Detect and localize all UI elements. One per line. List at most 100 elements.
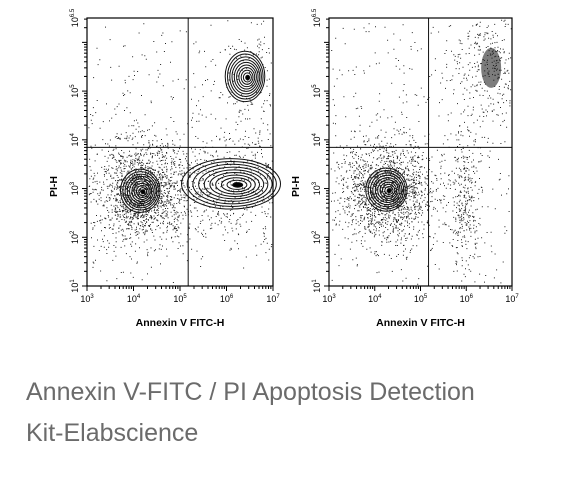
x-tick-exponent: 3 <box>332 294 336 300</box>
contour-line <box>242 72 252 83</box>
x-tick-label: 107 <box>266 294 280 304</box>
contour-line <box>129 178 154 205</box>
contour-line <box>140 189 146 195</box>
contour-line <box>138 187 148 197</box>
y-tick-label: 103 <box>70 181 80 195</box>
y-tick-label: 102 <box>312 230 322 244</box>
contour-line <box>122 171 159 211</box>
y-ticks: 101 102 103 104 105 106.5 <box>312 8 329 293</box>
x-tick-label: 106 <box>460 294 474 304</box>
x-tick-label: 105 <box>414 294 428 304</box>
y-tick-exponent: 4 <box>312 132 318 136</box>
x-tick-label: 103 <box>322 294 336 304</box>
contour-line <box>384 185 394 195</box>
contour-line <box>386 188 392 194</box>
y-tick-exponent: 1 <box>312 279 318 283</box>
x-tick-exponent: 7 <box>515 294 519 300</box>
x-axis-label: Annexin V FITC-H <box>136 317 225 329</box>
caption-line-1: Annexin V-FITC / PI Apoptosis Detection <box>26 378 475 406</box>
contour-line <box>245 74 251 81</box>
y-tick-exponent: 2 <box>70 230 76 234</box>
contour-line <box>229 56 262 97</box>
contour-population-1 <box>181 158 282 210</box>
x-tick-label: 103 <box>80 294 94 304</box>
contour-line <box>238 67 256 88</box>
x-tick-label: 106 <box>220 294 234 304</box>
y-tick-exponent: 6.5 <box>312 8 318 17</box>
contour-line <box>240 69 254 85</box>
x-tick-label: 104 <box>127 294 141 304</box>
x-ticks: 103 104 105 106 107 <box>80 286 280 304</box>
contour-line <box>186 160 277 207</box>
plot-right: 103 104 105 106 107 101 102 103 104 105 106.5 Annex… <box>290 8 519 329</box>
contour-line <box>233 61 259 92</box>
x-ticks: 103 104 105 106 107 <box>322 286 519 304</box>
x-tick-exponent: 6 <box>470 294 474 300</box>
y-tick-exponent: 2 <box>312 230 318 234</box>
x-tick-exponent: 7 <box>276 294 280 300</box>
contour-line <box>379 181 398 199</box>
contour-line <box>181 158 282 210</box>
contour-line <box>131 180 153 203</box>
y-tick-label: 106.5 <box>312 8 322 27</box>
y-tick-label: 103 <box>312 181 322 195</box>
y-axis-label: PI-H <box>290 176 302 197</box>
y-ticks: 101 102 103 104 105 106.5 <box>70 8 87 293</box>
y-tick-exponent: 6.5 <box>70 8 76 17</box>
y-tick-label: 102 <box>70 230 80 244</box>
contour-line <box>374 177 401 203</box>
contour-population-0 <box>119 168 161 213</box>
x-tick-exponent: 5 <box>424 294 428 300</box>
contour-line <box>126 175 156 207</box>
x-tick-exponent: 4 <box>378 294 382 300</box>
y-tick-label: 101 <box>312 279 322 293</box>
y-tick-exponent: 3 <box>70 181 76 185</box>
contour-line <box>377 179 399 201</box>
contour-line <box>220 177 252 193</box>
x-tick-label: 105 <box>173 294 187 304</box>
contour-line <box>236 64 257 90</box>
y-tick-exponent: 5 <box>312 84 318 88</box>
caption-line-2: Kit-Elabscience <box>26 419 199 447</box>
x-tick-exponent: 3 <box>90 294 94 300</box>
contour-line <box>226 179 248 190</box>
contour-line <box>224 50 266 103</box>
contour-line <box>124 173 158 209</box>
figure-caption: Annexin V-FITC / PI Apoptosis Detection … <box>26 372 556 454</box>
x-axis-label: Annexin V FITC-H <box>376 317 465 329</box>
dense-cluster <box>481 47 502 88</box>
y-tick-exponent: 1 <box>70 279 76 283</box>
x-tick-exponent: 6 <box>230 294 234 300</box>
plot-left: 103 104 105 106 107 101 102 103 104 105 106.5 Annex… <box>48 8 282 329</box>
flow-cytometry-figure: 103 104 105 106 107 101 102 103 104 105 106.5 Annex… <box>48 8 519 329</box>
x-tick-exponent: 4 <box>137 294 141 300</box>
contour-line <box>192 163 273 205</box>
y-tick-exponent: 5 <box>70 84 76 88</box>
contour-line <box>231 59 261 95</box>
y-tick-label: 104 <box>312 132 322 146</box>
x-tick-exponent: 5 <box>183 294 187 300</box>
contour-line <box>369 172 405 208</box>
contour-line <box>119 168 161 213</box>
x-tick-label: 107 <box>505 294 519 304</box>
contour-line <box>198 166 269 202</box>
contour-line <box>365 167 408 212</box>
contour-line <box>232 182 244 188</box>
contour-population-0 <box>365 167 408 212</box>
y-axis-label: PI-H <box>48 176 60 197</box>
contour-line <box>135 185 149 199</box>
contour-line <box>372 174 403 206</box>
x-tick-label: 104 <box>368 294 382 304</box>
contour-line <box>381 183 396 197</box>
y-tick-label: 104 <box>70 132 80 146</box>
contour-line <box>227 53 264 100</box>
y-tick-label: 105 <box>70 84 80 98</box>
contour-line <box>215 174 256 195</box>
y-tick-exponent: 3 <box>312 181 318 185</box>
y-tick-label: 105 <box>312 84 322 98</box>
contour-line <box>367 170 406 210</box>
contour-line <box>133 182 151 201</box>
y-tick-label: 106.5 <box>70 8 80 27</box>
contour-line <box>203 169 265 200</box>
y-tick-exponent: 4 <box>70 132 76 136</box>
